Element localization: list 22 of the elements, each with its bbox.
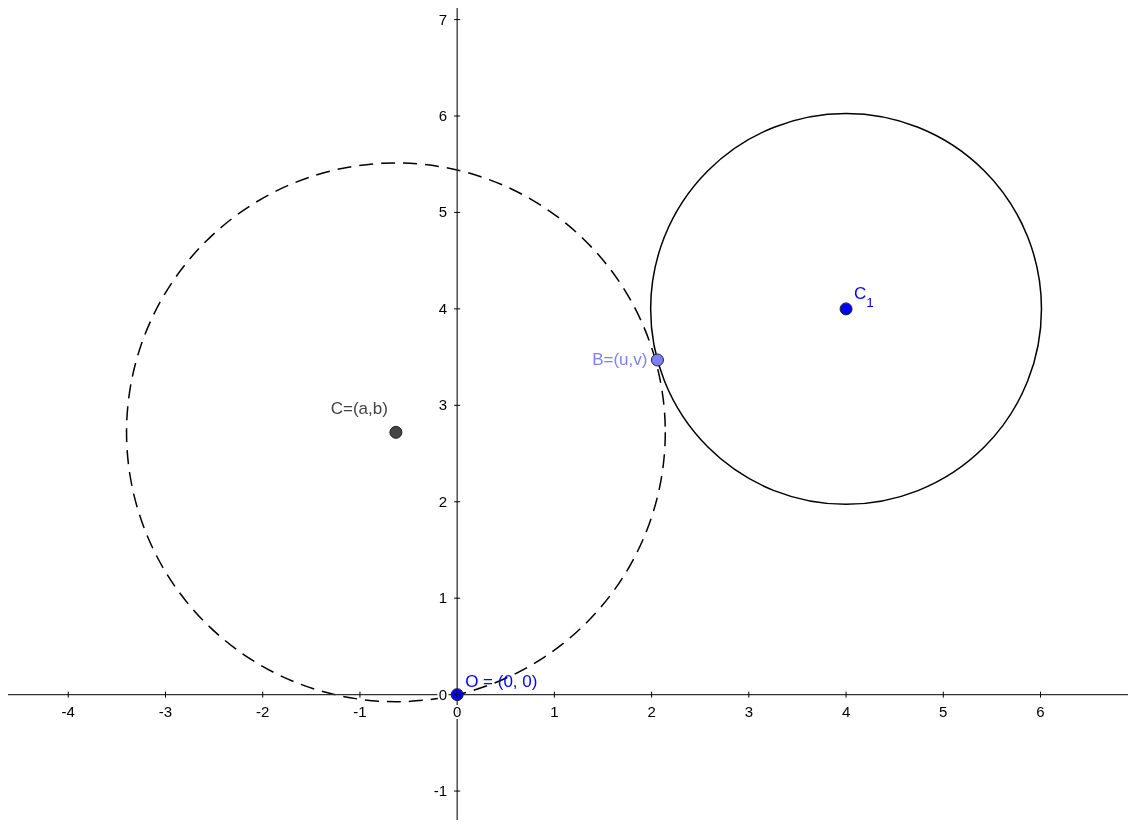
y-tick-label: 6 <box>438 107 448 125</box>
y-tick-label: -1 <box>433 782 448 800</box>
x-tick-label: -1 <box>353 702 367 720</box>
x-tick-label: 5 <box>939 702 948 720</box>
y-tick-label: 7 <box>438 10 448 28</box>
x-tick-label: 6 <box>1036 702 1045 720</box>
x-tick-label: 4 <box>841 702 851 720</box>
y-tick-label: 2 <box>438 492 448 510</box>
y-tick-label: 3 <box>438 396 448 414</box>
series-label: C=(a,b) <box>330 399 388 419</box>
x-tick-label: 3 <box>744 702 754 720</box>
x-tick-label: -4 <box>61 702 75 720</box>
x-tick-label: 1 <box>550 702 559 720</box>
x-tick-label: -3 <box>158 702 173 720</box>
x-tick-label: -2 <box>256 702 270 720</box>
series-label: C$_{1}$ <box>854 283 874 310</box>
series-label: B=(u,v) <box>592 350 648 369</box>
y-tick-label: 4 <box>438 299 448 317</box>
x-tick-label: 2 <box>647 702 656 720</box>
y-tick-label: 1 <box>438 589 448 607</box>
series-label: O = (0, 0) <box>465 671 538 691</box>
y-tick-label: 5 <box>438 203 448 221</box>
